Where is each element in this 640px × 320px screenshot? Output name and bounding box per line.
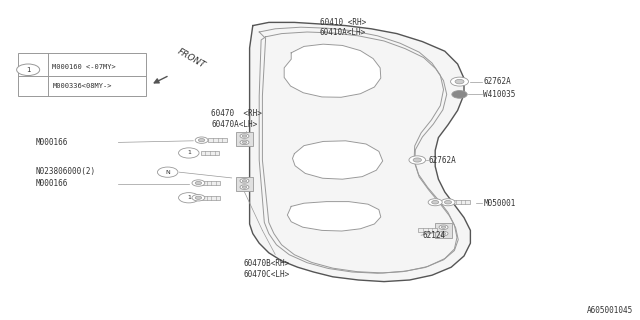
Text: 60410 <RH>: 60410 <RH> [320, 18, 366, 27]
Circle shape [452, 91, 467, 98]
Circle shape [441, 199, 455, 206]
Circle shape [240, 134, 249, 138]
Text: 1: 1 [187, 150, 191, 156]
Bar [419, 228, 436, 232]
Text: M000336<08MY->: M000336<08MY-> [52, 83, 112, 89]
Circle shape [243, 186, 247, 188]
Text: 60410A<LH>: 60410A<LH> [320, 28, 366, 37]
Bar [236, 132, 253, 147]
Circle shape [198, 139, 205, 142]
Circle shape [195, 137, 208, 143]
Text: M000166: M000166 [35, 138, 68, 147]
Circle shape [243, 180, 247, 182]
Circle shape [17, 64, 40, 76]
Text: M000160 <-07MY>: M000160 <-07MY> [52, 64, 116, 69]
Text: A605001045: A605001045 [588, 306, 634, 315]
Text: 62124: 62124 [422, 231, 445, 240]
Bar [202, 181, 220, 185]
Text: 60470  <RH>: 60470 <RH> [211, 109, 262, 118]
Circle shape [240, 140, 249, 145]
Text: N: N [165, 170, 170, 175]
Bar [201, 151, 219, 155]
Circle shape [409, 156, 426, 164]
Circle shape [428, 199, 442, 206]
Circle shape [243, 135, 247, 137]
Text: N023806000(2): N023806000(2) [35, 167, 95, 176]
Circle shape [445, 200, 452, 204]
Text: 60470B<RH>: 60470B<RH> [243, 259, 289, 268]
Circle shape [157, 167, 178, 177]
Polygon shape [250, 22, 470, 282]
Bar [209, 138, 227, 142]
Circle shape [432, 200, 439, 204]
Circle shape [442, 232, 445, 235]
Bar [452, 200, 470, 204]
Bar [202, 196, 220, 200]
Circle shape [179, 148, 199, 158]
Bar [18, 53, 146, 96]
Text: 1: 1 [187, 195, 191, 200]
Text: M050001: M050001 [483, 199, 516, 208]
Circle shape [413, 158, 422, 162]
Circle shape [442, 226, 445, 228]
Circle shape [195, 181, 202, 185]
Text: 62762A: 62762A [483, 77, 511, 86]
Circle shape [195, 196, 202, 199]
Circle shape [439, 225, 448, 229]
Polygon shape [292, 141, 383, 179]
Circle shape [192, 195, 205, 201]
Circle shape [240, 185, 249, 189]
Polygon shape [284, 44, 381, 97]
Circle shape [455, 79, 464, 84]
Circle shape [439, 231, 448, 236]
Circle shape [451, 77, 468, 86]
Circle shape [179, 193, 199, 203]
Text: M000166: M000166 [35, 180, 68, 188]
Text: 62762A: 62762A [429, 156, 456, 164]
Text: 1: 1 [26, 67, 31, 73]
Bar [435, 223, 452, 237]
Text: 60470A<LH>: 60470A<LH> [211, 120, 257, 129]
Polygon shape [287, 202, 381, 231]
Circle shape [240, 179, 249, 183]
Text: 60470C<LH>: 60470C<LH> [243, 270, 289, 279]
Bar [236, 177, 253, 191]
Circle shape [243, 141, 247, 143]
Text: W410035: W410035 [483, 90, 516, 99]
Circle shape [192, 180, 205, 186]
Text: FRONT: FRONT [176, 47, 207, 70]
